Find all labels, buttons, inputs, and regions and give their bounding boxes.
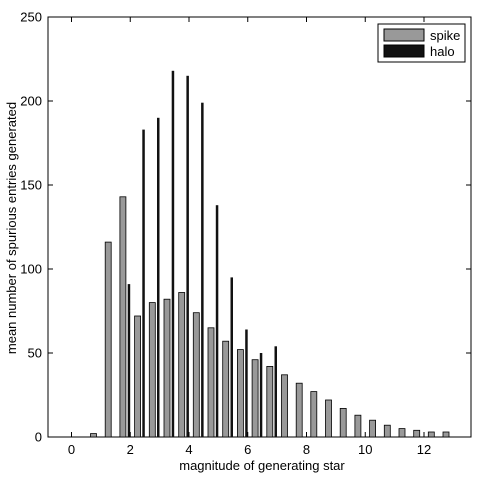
y-tick-label: 200 — [20, 94, 42, 109]
x-axis-title: magnitude of generating star — [179, 458, 345, 473]
bar-halo — [127, 284, 131, 437]
y-tick-label: 50 — [28, 346, 42, 361]
bar-spike — [192, 312, 200, 438]
x-tick-label: 8 — [303, 442, 310, 457]
x-tick-label: 0 — [68, 442, 75, 457]
y-tick-label: 250 — [20, 10, 42, 25]
bars-group — [90, 70, 450, 438]
x-tick-label: 12 — [417, 442, 431, 457]
bar-spike — [442, 431, 450, 438]
bar-halo — [157, 117, 160, 438]
legend-label-halo: halo — [430, 44, 455, 59]
bar-spike — [251, 359, 259, 438]
x-tick-label: 2 — [127, 442, 134, 457]
bar-halo — [245, 329, 248, 437]
y-tick-label: 0 — [35, 430, 42, 445]
legend-swatch-halo — [383, 44, 425, 58]
bar-spike — [222, 340, 230, 438]
x-tick-label: 10 — [358, 442, 372, 457]
bar-halo — [215, 205, 219, 437]
bar-spike — [163, 298, 171, 438]
bar-halo — [171, 70, 175, 438]
bar-halo — [201, 102, 204, 437]
bar-spike — [281, 374, 288, 438]
bar-spike — [398, 428, 406, 438]
bar-halo — [186, 75, 189, 438]
bar-spike — [207, 327, 215, 438]
bar-spike — [295, 382, 303, 438]
bar-spike — [383, 424, 391, 438]
bar-spike — [354, 414, 362, 438]
y-tick-label: 100 — [20, 262, 42, 277]
bar-spike — [90, 433, 97, 438]
legend-label-spike: spike — [430, 28, 460, 43]
bar-spike — [134, 315, 142, 438]
bar-spike — [339, 407, 347, 438]
legend-swatch-spike — [383, 28, 425, 42]
bar-spike — [369, 419, 377, 438]
bar-halo — [259, 353, 263, 437]
ticks-group: 0 2 4 6 8 10 12 0 50 100 150 200 250 — [20, 10, 471, 457]
bar-spike — [236, 349, 244, 438]
bar-spike — [413, 429, 421, 438]
plot-area — [47, 16, 472, 438]
bar-halo — [274, 346, 277, 437]
bar-spike — [104, 241, 112, 438]
bar-spike — [119, 196, 127, 438]
x-tick-label: 4 — [185, 442, 192, 457]
x-tick-label: 6 — [244, 442, 251, 457]
bar-spike — [266, 365, 274, 438]
bar-spike — [325, 399, 332, 438]
legend: spike halo — [377, 23, 466, 63]
bar-spike — [148, 302, 156, 438]
bar-halo — [142, 129, 145, 437]
bar-spike — [427, 431, 435, 438]
bar-spike — [178, 292, 186, 438]
bar-spike — [310, 391, 318, 438]
y-axis-title: mean number of spurious entries generate… — [4, 102, 19, 354]
bar-halo — [230, 277, 233, 437]
y-tick-label: 150 — [20, 178, 42, 193]
